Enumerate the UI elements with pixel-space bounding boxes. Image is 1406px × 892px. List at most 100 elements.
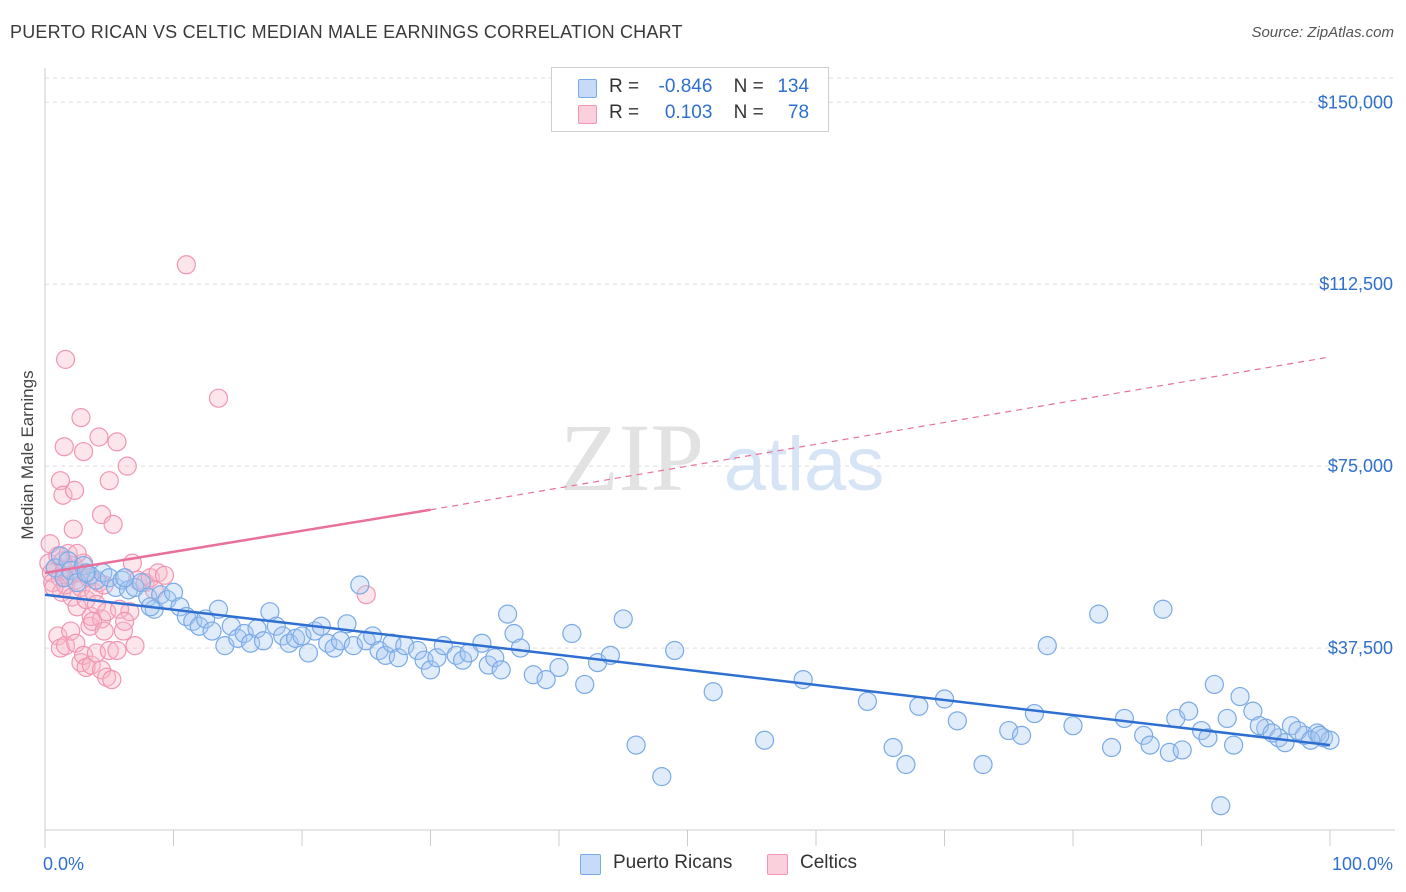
y-axis-label: Median Male Earnings <box>18 370 37 539</box>
puerto-ricans-point <box>857 691 878 712</box>
legend-r-label: R = <box>609 102 640 123</box>
puerto-ricans-trend-line <box>44 593 1331 747</box>
source-label: Source: ZipAtlas.com <box>1251 24 1394 41</box>
celtics-point <box>125 636 145 656</box>
celtics-point <box>176 255 196 275</box>
bottom-legend-label-blue: Puerto Ricans <box>613 852 733 873</box>
puerto-ricans-point <box>523 665 543 685</box>
watermark-zip: ZIP <box>560 404 704 511</box>
puerto-ricans-point <box>292 626 312 646</box>
x-tick-label-min: 0.0% <box>43 854 84 874</box>
legend-swatch-blue <box>578 79 597 98</box>
puerto-ricans-point <box>510 638 531 658</box>
celtics-point <box>97 667 117 687</box>
x-tick-label-max: 100.0% <box>1332 854 1393 874</box>
bottom-legend-swatch-blue <box>580 854 601 875</box>
puerto-ricans-point <box>1204 674 1224 695</box>
celtics-point <box>53 485 73 505</box>
celtics-point <box>66 633 86 653</box>
celtics-point <box>208 388 229 408</box>
legend-n-value: 78 <box>787 102 810 123</box>
puerto-ricans-point <box>1172 740 1192 760</box>
puerto-ricans-point <box>1198 728 1218 748</box>
puerto-ricans-point <box>324 638 344 658</box>
celtics-point <box>102 669 122 690</box>
puerto-ricans-point <box>1217 708 1237 729</box>
puerto-ricans-point <box>1230 686 1250 707</box>
puerto-ricans-point <box>234 623 254 644</box>
puerto-ricans-point <box>1179 701 1199 721</box>
celtics-point <box>103 514 123 534</box>
puerto-ricans-point <box>536 669 556 690</box>
celtics-point <box>356 585 376 605</box>
puerto-ricans-point <box>1310 725 1330 745</box>
celtics-point <box>107 640 127 661</box>
celtics-point <box>115 611 135 631</box>
puerto-ricans-point <box>453 650 473 670</box>
puerto-ricans-point <box>388 648 408 668</box>
puerto-ricans-point <box>909 696 929 716</box>
puerto-ricans-point <box>420 660 441 680</box>
celtics-trend-line-dashed <box>430 356 1331 511</box>
puerto-ricans-point <box>76 563 96 583</box>
puerto-ricans-point <box>665 640 685 661</box>
puerto-ricans-point <box>330 631 351 651</box>
gridlines <box>45 77 1395 649</box>
puerto-ricans-points <box>45 546 1340 816</box>
puerto-ricans-point <box>1024 703 1045 724</box>
watermark-atlas: atlas <box>724 422 885 507</box>
puerto-ricans-point <box>1224 735 1244 755</box>
celtics-point <box>54 437 74 457</box>
puerto-ricans-point <box>1089 604 1109 624</box>
puerto-ricans-point <box>1011 725 1032 745</box>
celtics-point <box>117 456 137 476</box>
bottom-legend-swatch-pink <box>767 854 788 875</box>
puerto-ricans-point <box>1153 599 1173 619</box>
celtics-point <box>50 638 71 658</box>
puerto-ricans-point <box>703 682 723 702</box>
puerto-ricans-point <box>1063 716 1083 736</box>
celtics-point <box>61 621 81 641</box>
puerto-ricans-point <box>793 669 813 690</box>
bottom-legend-label-pink: Celtics <box>800 852 858 873</box>
legend-n-label: N = <box>733 76 764 97</box>
legend-text-pink: R = 0.103 N = 78 <box>609 102 809 124</box>
puerto-ricans-point <box>1114 708 1135 729</box>
celtics-trend-line-solid <box>44 508 431 575</box>
puerto-ricans-point <box>408 640 428 661</box>
celtics-point <box>48 626 68 646</box>
puerto-ricans-point <box>472 633 492 653</box>
legend-r-label: R = <box>609 76 640 97</box>
y-tick-label: $112,500 <box>1319 274 1393 294</box>
celtics-point <box>71 408 91 428</box>
y-tick-label: $150,000 <box>1318 92 1393 112</box>
celtics-point <box>64 480 85 500</box>
puerto-ricans-point <box>652 767 672 787</box>
legend-n-value: 134 <box>777 76 810 97</box>
y-tick-label: $75,000 <box>1328 456 1393 476</box>
puerto-ricans-point <box>1140 735 1160 755</box>
celtics-point <box>55 349 76 369</box>
y-tick-label: $37,500 <box>1328 638 1393 658</box>
legend-text-blue: R = -0.846 N = 134 <box>609 76 809 98</box>
puerto-ricans-point <box>298 643 319 663</box>
puerto-ricans-point <box>1101 737 1122 758</box>
puerto-ricans-point <box>343 636 363 656</box>
puerto-ricans-point <box>626 735 646 755</box>
celtics-point <box>107 432 127 452</box>
legend-r-value: -0.846 <box>658 76 713 97</box>
puerto-ricans-point <box>549 657 569 678</box>
celtics-point <box>81 655 101 675</box>
correlation-legend: R = -0.846 N = 134 R = 0.103 N = 78 <box>551 67 829 132</box>
puerto-ricans-point <box>485 648 505 668</box>
puerto-ricans-point <box>478 655 498 675</box>
puerto-ricans-point <box>1134 725 1154 745</box>
puerto-ricans-point <box>1037 636 1057 656</box>
legend-n-label: N = <box>733 102 764 123</box>
puerto-ricans-point <box>999 720 1019 741</box>
celtics-point <box>63 519 83 539</box>
legend-swatch-pink <box>578 105 597 124</box>
puerto-ricans-point <box>253 631 274 651</box>
puerto-ricans-point <box>189 616 209 636</box>
